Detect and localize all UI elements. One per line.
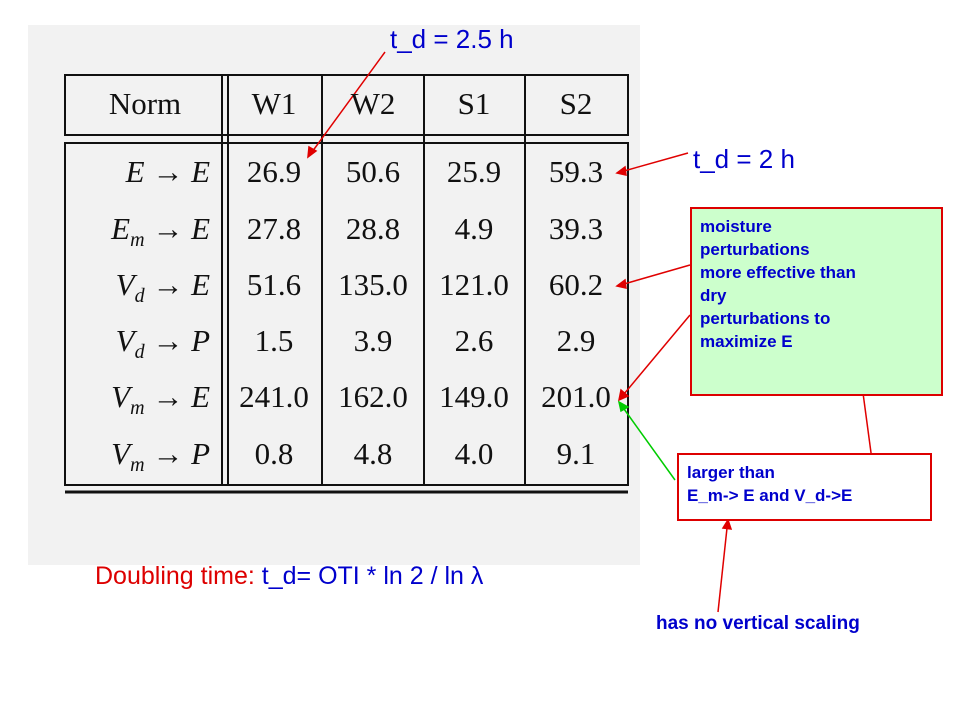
var: V — [115, 267, 135, 302]
formula-expr: t_d= OTI * ln 2 / ln λ — [261, 562, 484, 590]
table-cell: 4.8 — [353, 436, 393, 471]
table-cell: 9.1 — [556, 436, 596, 471]
table-cell: 201.0 — [541, 379, 611, 414]
row-label: Vm → P — [70, 436, 210, 483]
var: V — [115, 323, 135, 358]
subscript: d — [134, 285, 145, 308]
subscript: m — [130, 397, 145, 420]
arrow: → — [152, 267, 184, 302]
row-label: Vd → E — [70, 267, 210, 314]
var: E — [111, 211, 131, 246]
table-cell: 27.8 — [246, 211, 302, 246]
table-cell: 241.0 — [239, 379, 309, 414]
table-cell: 2.6 — [454, 323, 494, 358]
var: E — [191, 267, 210, 302]
table-image — [28, 25, 640, 565]
annotation: has no vertical scaling — [656, 613, 860, 634]
note-box: larger than E_m-> E and V_d->E — [677, 453, 932, 521]
arrow: → — [152, 436, 184, 471]
arrow: → — [152, 379, 184, 414]
arrow: → — [152, 323, 184, 358]
row-label: Vd → P — [70, 323, 210, 370]
note-line: maximize E — [700, 332, 793, 351]
subscript: d — [134, 341, 145, 364]
header-cell: Norm — [108, 86, 182, 121]
var: V — [111, 379, 131, 414]
note-line: dry — [700, 286, 727, 305]
table-cell: 50.6 — [345, 154, 401, 189]
table-cell: 0.8 — [254, 436, 294, 471]
formula-label: Doubling time: — [95, 562, 255, 590]
var: E — [125, 154, 145, 189]
note-line: E_m-> E and V_d->E — [687, 486, 853, 505]
table-cell: 4.9 — [454, 211, 494, 246]
row-label: E → E — [70, 154, 210, 190]
var: P — [191, 436, 210, 471]
table-cell: 28.8 — [345, 211, 401, 246]
var: V — [111, 436, 131, 471]
header-cell: W2 — [350, 86, 396, 121]
table-cell: 1.5 — [254, 323, 294, 358]
note-line: larger than — [687, 463, 775, 482]
annotation: t_d = 2.5 h — [390, 24, 514, 54]
table-cell: 135.0 — [338, 267, 408, 302]
annotation: t_d = 2 h — [693, 144, 795, 174]
subscript: m — [130, 454, 145, 477]
table-cell: 162.0 — [338, 379, 408, 414]
table-cell: 2.9 — [556, 323, 596, 358]
table-cell: 4.0 — [454, 436, 494, 471]
arrow: → — [152, 154, 184, 189]
table-cell: 39.3 — [548, 211, 604, 246]
table-cell: 121.0 — [439, 267, 509, 302]
row-label: Vm → E — [70, 379, 210, 426]
arrow: → — [152, 211, 184, 246]
subscript: m — [130, 229, 145, 252]
var: E — [191, 154, 210, 189]
table-cell: 60.2 — [548, 267, 604, 302]
table-cell: 26.9 — [246, 154, 302, 189]
header-cell: S1 — [457, 86, 491, 121]
table-cell: 149.0 — [439, 379, 509, 414]
var: P — [191, 323, 210, 358]
var: E — [191, 379, 210, 414]
var: E — [191, 211, 210, 246]
note-line: more effective than — [700, 263, 856, 282]
header-cell: S2 — [559, 86, 593, 121]
table-cell: 59.3 — [548, 154, 604, 189]
note-line: moisture — [700, 217, 772, 236]
table-cell: 25.9 — [446, 154, 502, 189]
row-label: Em → E — [70, 211, 210, 258]
table-cell: 51.6 — [246, 267, 302, 302]
formula: Doubling time: t_d= OTI * ln 2 / ln λ — [95, 562, 483, 591]
note-line: perturbations — [700, 240, 810, 259]
note-line: perturbations to — [700, 309, 831, 328]
table-cell: 3.9 — [353, 323, 393, 358]
header-cell: W1 — [251, 86, 297, 121]
note-box: moisture perturbations more effective than… — [690, 207, 943, 396]
